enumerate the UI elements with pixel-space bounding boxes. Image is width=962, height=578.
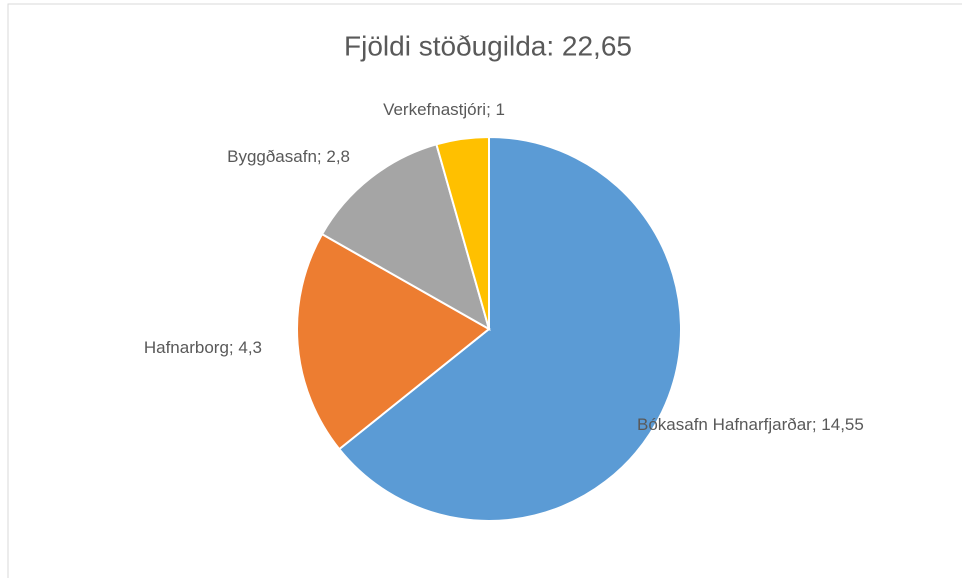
label-separator: ; [229, 338, 238, 357]
label-value: 14,55 [821, 415, 864, 434]
pie-slice [296, 232, 491, 451]
label-value: 2,8 [326, 147, 350, 166]
data-label: Verkefnastjóri; 1 [383, 100, 505, 119]
label-category: Byggðasafn [227, 147, 317, 166]
data-label: Hafnarborg; 4,3 [144, 338, 262, 357]
label-value: 4,3 [238, 338, 262, 357]
pie-slice [320, 143, 491, 332]
pie-slice [337, 135, 682, 522]
data-label: Bókasafn Hafnarfjarðar; 14,55 [637, 415, 864, 434]
label-value: 1 [496, 100, 505, 119]
label-category: Hafnarborg [144, 338, 229, 357]
label-separator: ; [486, 100, 495, 119]
label-category: Bókasafn Hafnarfjarðar [637, 415, 812, 434]
chart-title: Fjöldi stöðugilda: 22,65 [344, 30, 632, 61]
label-separator: ; [317, 147, 326, 166]
data-label: Byggðasafn; 2,8 [227, 147, 350, 166]
label-separator: ; [812, 415, 821, 434]
pie-slice [435, 135, 490, 330]
label-category: Verkefnastjóri [383, 100, 486, 119]
